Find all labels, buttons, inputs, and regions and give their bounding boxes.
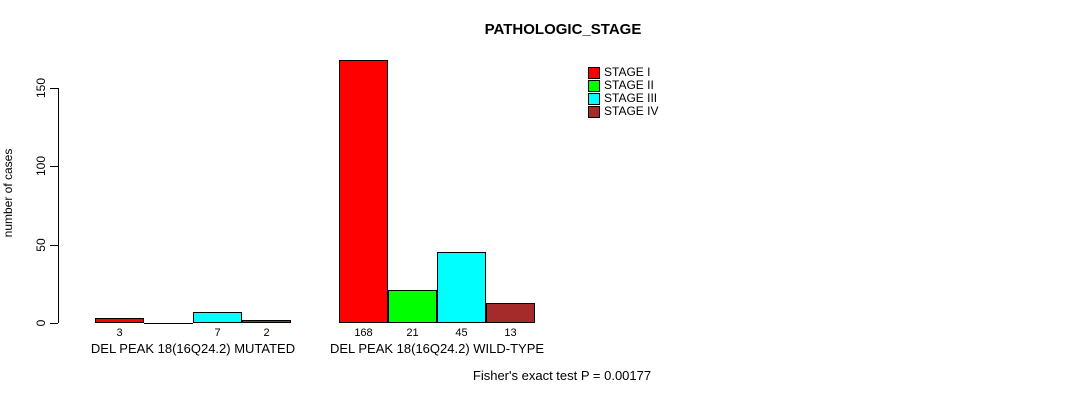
legend-swatch — [588, 79, 600, 92]
bar-value-label: 2 — [263, 327, 270, 339]
bar-value-label: 7 — [214, 327, 221, 339]
statistical-test-note: Fisher's exact test P = 0.00177 — [472, 368, 652, 383]
y-axis-tick-label: 100 — [34, 155, 48, 177]
legend-label: STAGE I — [604, 65, 651, 79]
legend-item-stage-1: STAGE I — [588, 66, 658, 79]
legend-label: STAGE III — [604, 91, 658, 105]
legend-label: STAGE IV — [604, 104, 659, 118]
y-axis-tick — [50, 323, 58, 324]
bar-stage-iv — [242, 320, 291, 323]
y-axis-tick — [50, 166, 58, 167]
y-axis-tick — [50, 88, 58, 89]
x-category-label-mutated: DEL PEAK 18(16Q24.2) MUTATED — [90, 341, 296, 356]
bar-stage-i — [95, 318, 144, 323]
x-category-label-wild-type: DEL PEAK 18(16Q24.2) WILD-TYPE — [329, 341, 545, 356]
legend-swatch — [588, 66, 600, 79]
legend-label: STAGE II — [604, 78, 654, 92]
y-axis-tick-label: 150 — [34, 77, 48, 99]
legend-swatch — [588, 92, 600, 105]
bar-value-label: 21 — [406, 327, 419, 339]
y-axis-line — [58, 88, 59, 323]
chart-title: PATHOLOGIC_STAGE — [484, 21, 642, 38]
bar-value-label: 168 — [354, 327, 373, 339]
legend: STAGE I STAGE II STAGE III STAGE IV — [588, 66, 658, 118]
y-axis-tick-label: 0 — [34, 319, 48, 327]
y-axis-title: number of cases — [1, 148, 15, 238]
bar-value-label: 45 — [455, 327, 468, 339]
legend-item-stage-2: STAGE II — [588, 79, 658, 92]
y-axis-tick-label: 50 — [34, 238, 48, 252]
y-axis-tick — [50, 245, 58, 246]
bar-value-label: 3 — [116, 327, 123, 339]
bar-stage-ii — [388, 290, 437, 323]
bar-stage-iii — [193, 312, 242, 323]
bar-value-label: 13 — [504, 327, 517, 339]
bar-stage-iii — [437, 252, 486, 323]
legend-swatch — [588, 105, 600, 118]
legend-item-stage-4: STAGE IV — [588, 105, 658, 118]
bar-stage-ii — [144, 323, 193, 324]
bar-stage-i — [339, 60, 388, 323]
legend-item-stage-3: STAGE III — [588, 92, 658, 105]
bar-stage-iv — [486, 303, 535, 323]
